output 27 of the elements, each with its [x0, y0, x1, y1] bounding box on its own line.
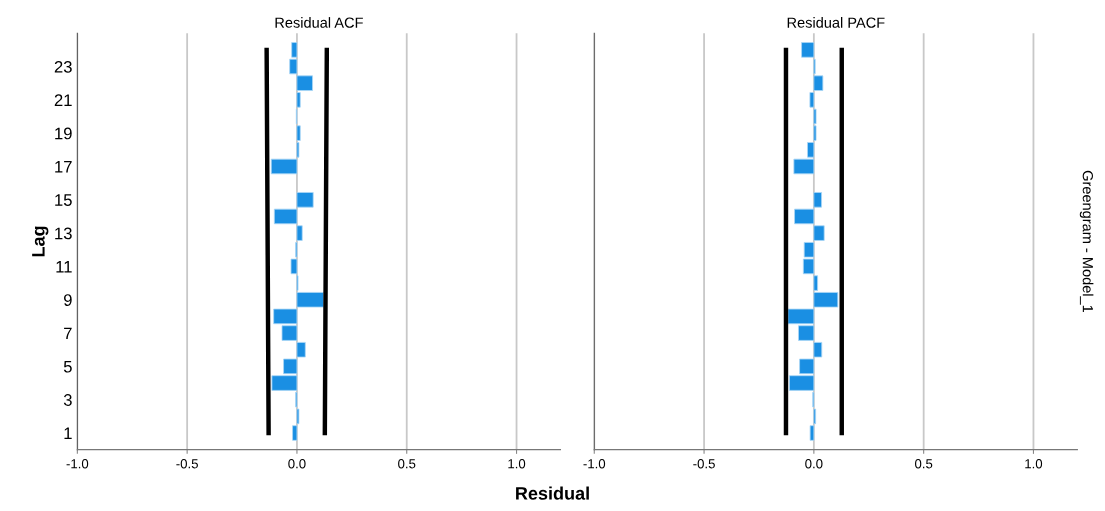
- y-tick-label: 23: [54, 60, 72, 73]
- x-tick-label: -0.5: [176, 459, 198, 469]
- y-axis-title: Lag: [32, 226, 49, 257]
- x-tick-label: 1.0: [508, 459, 526, 469]
- y-tick-label: 9: [64, 294, 72, 306]
- x-tick-label: 0.0: [805, 459, 823, 469]
- x-tick-label: 0.5: [398, 459, 416, 469]
- y-tick-label: 19: [55, 127, 72, 140]
- x-tick-label: -1.0: [583, 459, 606, 469]
- y-tick-label: 7: [64, 327, 72, 340]
- y-tick-label: 17: [55, 161, 72, 173]
- x-tick-label: -1.0: [66, 459, 89, 469]
- y-tick-label: 11: [56, 261, 72, 273]
- y-tick-label: 13: [55, 227, 72, 240]
- x-tick-label: 0.5: [915, 459, 933, 469]
- x-axis-title: Residual: [516, 486, 589, 500]
- y-tick-label: 21: [54, 94, 72, 106]
- y-tick-label: 3: [63, 394, 72, 406]
- chart-title: Residual PACF: [787, 17, 885, 28]
- x-tick-label: -0.5: [693, 459, 715, 469]
- chart-title: Residual ACF: [275, 17, 363, 28]
- x-tick-label: 0.0: [288, 459, 306, 469]
- x-tick-label: 1.0: [1025, 459, 1043, 469]
- y-tick-label: 5: [63, 360, 72, 373]
- text: Greengram - Model_1: [1079, 170, 1094, 313]
- y-tick-label: 15: [55, 194, 72, 206]
- y-tick-label: 1: [64, 427, 72, 440]
